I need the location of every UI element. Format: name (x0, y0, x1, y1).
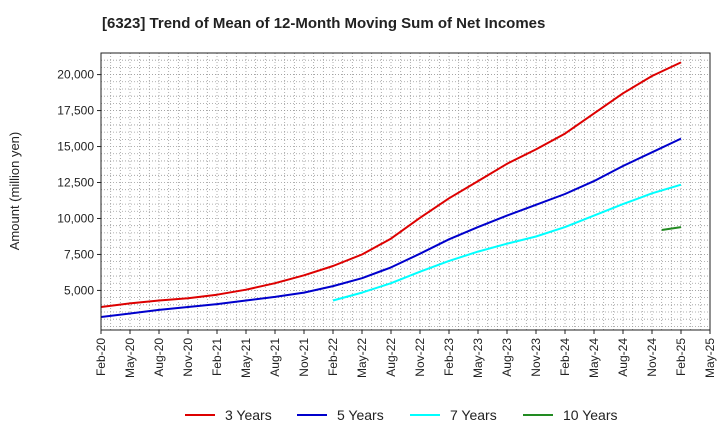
legend-swatch (297, 414, 327, 416)
x-tick-label: Feb-23 (442, 338, 456, 376)
y-tick-label: 15,000 (57, 140, 94, 154)
plot-area-border (100, 52, 711, 331)
y-axis-ticks: 5,000 7,500 10,000 12,500 15,000 17,500 20,000 (57, 68, 101, 297)
x-tick-label: Nov-23 (529, 338, 543, 377)
y-tick-label: 7,500 (64, 247, 94, 261)
legend-swatch (410, 414, 440, 416)
x-tick-label: Aug-21 (268, 338, 282, 377)
chart-title: [6323] Trend of Mean of 12-Month Moving … (102, 15, 546, 32)
x-axis-ticks: Feb-20 May-20 Aug-20 Nov-20 Feb-21 May-21 Aug-… (94, 330, 717, 378)
x-tick-label: Aug-24 (616, 338, 630, 377)
x-tick-label: Nov-20 (181, 338, 195, 377)
series-lines (100, 61, 682, 318)
series-line-10-years (661, 226, 682, 231)
series-line-3-years (100, 61, 682, 308)
x-tick-label: Nov-21 (297, 338, 311, 377)
y-tick-label: 12,500 (57, 176, 94, 190)
x-tick-label: Feb-25 (674, 338, 688, 376)
legend-item-10-years: 10 Years (523, 404, 618, 426)
series-line-5-years (100, 137, 682, 318)
x-tick-label: Aug-22 (384, 338, 398, 377)
y-tick-label: 20,000 (57, 68, 94, 82)
plot-area-background (101, 53, 710, 330)
x-tick-label: May-22 (355, 338, 369, 378)
legend-swatch (185, 414, 215, 416)
x-tick-label: Aug-20 (152, 338, 166, 377)
y-axis-title: Amount (million yen) (7, 132, 22, 251)
y-tick-label: 17,500 (57, 104, 94, 118)
x-tick-label: May-25 (703, 338, 717, 378)
x-tick-label: Nov-24 (645, 338, 659, 377)
legend-label: 5 Years (337, 407, 384, 423)
x-tick-label: Feb-22 (326, 338, 340, 376)
legend-item-7-years: 7 Years (410, 404, 497, 426)
x-tick-label: Aug-23 (500, 338, 514, 377)
x-tick-label: May-23 (471, 338, 485, 378)
x-tick-label: Feb-21 (210, 338, 224, 376)
x-tick-label: Feb-24 (558, 338, 572, 376)
x-tick-label: May-24 (587, 338, 601, 378)
legend-label: 7 Years (450, 407, 497, 423)
x-tick-label: Nov-22 (413, 338, 427, 377)
y-tick-label: 10,000 (57, 211, 94, 225)
legend-swatch (523, 414, 553, 416)
legend-label: 10 Years (563, 407, 618, 423)
legend-item-3-years: 3 Years (185, 404, 272, 426)
series-line-7-years (332, 183, 682, 302)
legend-item-5-years: 5 Years (297, 404, 384, 426)
x-tick-label: Feb-20 (94, 338, 108, 376)
legend: 3 Years 5 Years 7 Years 10 Years (0, 404, 720, 426)
y-tick-label: 5,000 (64, 283, 94, 297)
legend-label: 3 Years (225, 407, 272, 423)
x-tick-label: May-21 (239, 338, 253, 378)
x-tick-label: May-20 (123, 338, 137, 378)
